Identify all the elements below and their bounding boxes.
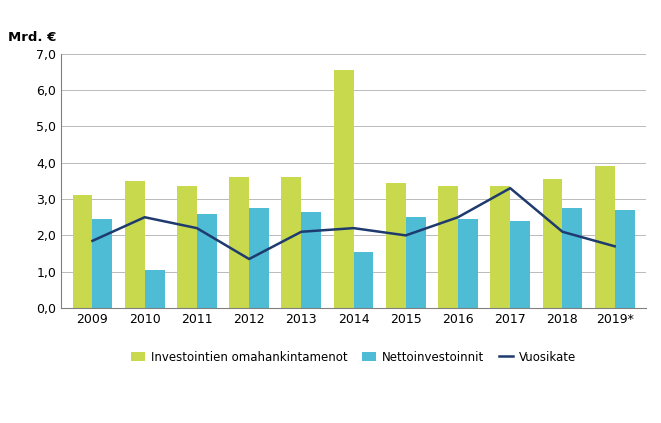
Bar xyxy=(510,221,530,308)
Bar xyxy=(386,183,406,308)
Text: Mrd. €: Mrd. € xyxy=(9,30,57,44)
Bar xyxy=(615,210,635,308)
Bar xyxy=(249,208,269,308)
Bar xyxy=(458,219,478,308)
Bar xyxy=(543,179,563,308)
Bar xyxy=(563,208,582,308)
Bar xyxy=(93,219,112,308)
Bar xyxy=(438,187,458,308)
Bar xyxy=(406,217,426,308)
Bar xyxy=(301,212,321,308)
Bar xyxy=(282,177,301,308)
Bar xyxy=(229,177,249,308)
Bar xyxy=(73,195,93,308)
Bar xyxy=(197,214,217,308)
Bar xyxy=(145,270,165,308)
Bar xyxy=(125,181,145,308)
Bar xyxy=(334,70,354,308)
Legend: Investointien omahankintamenot, Nettoinvestoinnit, Vuosikate: Investointien omahankintamenot, Nettoinv… xyxy=(126,346,580,368)
Bar xyxy=(354,252,373,308)
Bar xyxy=(177,187,197,308)
Bar xyxy=(595,166,615,308)
Bar xyxy=(490,187,510,308)
